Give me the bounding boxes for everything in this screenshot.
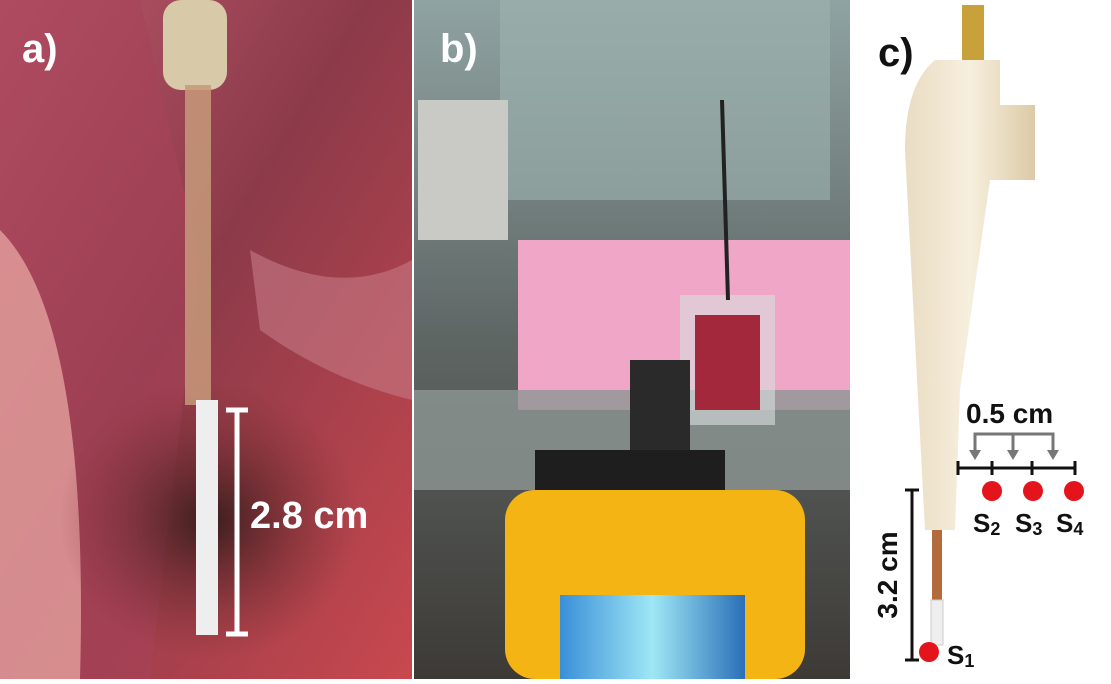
- sensor-index: 4: [1073, 519, 1083, 539]
- sample: [695, 315, 760, 410]
- sensor-index: 1: [964, 651, 974, 671]
- panel-a: a) 2.8 cm: [0, 0, 412, 679]
- connector: [962, 5, 984, 60]
- sensor-letter: S: [1056, 508, 1073, 538]
- probe-shaft: [185, 85, 211, 405]
- probe-tip: [931, 600, 943, 645]
- camera-screen: [560, 595, 745, 679]
- sensor-letter: S: [947, 640, 964, 670]
- sensor-index: 3: [1032, 519, 1042, 539]
- measure-label: 2.8 cm: [250, 495, 368, 537]
- panel-label: a): [22, 27, 58, 71]
- panel-label: c): [878, 31, 914, 75]
- sensor-index: 2: [990, 519, 1000, 539]
- sensor-letter: S: [1015, 508, 1032, 538]
- camera-mount: [630, 360, 690, 450]
- probe-handle: [163, 0, 227, 90]
- figure: a) 2.8 cm b) c) 0.5 cm: [0, 0, 1111, 679]
- panel-b: b): [414, 0, 850, 679]
- camera-top: [535, 450, 725, 490]
- instrument: [418, 100, 508, 240]
- length-label: 3.2 cm: [872, 531, 903, 618]
- window: [500, 0, 830, 200]
- spacing-label: 0.5 cm: [966, 398, 1053, 429]
- sensor-letter: S: [973, 508, 990, 538]
- probe-tip: [196, 400, 218, 635]
- panel-label: b): [440, 27, 478, 71]
